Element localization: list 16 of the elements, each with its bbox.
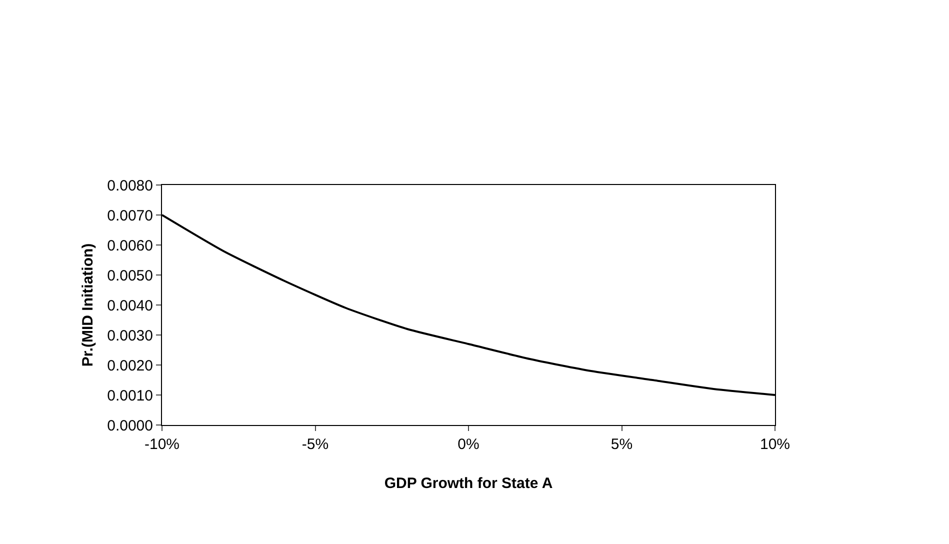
y-tick-label: 0.0000 — [107, 417, 153, 434]
x-tick-label: -5% — [302, 436, 329, 453]
y-tick-label: 0.0030 — [107, 327, 153, 344]
x-tick-label: -10% — [144, 436, 180, 453]
y-tick-label: 0.0070 — [107, 207, 153, 224]
x-tick-label: 5% — [610, 436, 633, 453]
y-tick-label: 0.0060 — [107, 237, 153, 254]
x-tick-label: 0% — [458, 436, 480, 453]
x-tick-label: 10% — [760, 436, 790, 453]
y-tick-label: 0.0080 — [107, 177, 153, 194]
x-axis-title: GDP Growth for State A — [384, 475, 553, 492]
y-axis-title: Pr.(MID Initiation) — [79, 243, 96, 367]
y-tick-label: 0.0050 — [107, 267, 153, 284]
y-tick-label: 0.0020 — [107, 357, 153, 374]
y-tick-label: 0.0010 — [107, 387, 153, 404]
y-tick-label: 0.0040 — [107, 297, 153, 314]
